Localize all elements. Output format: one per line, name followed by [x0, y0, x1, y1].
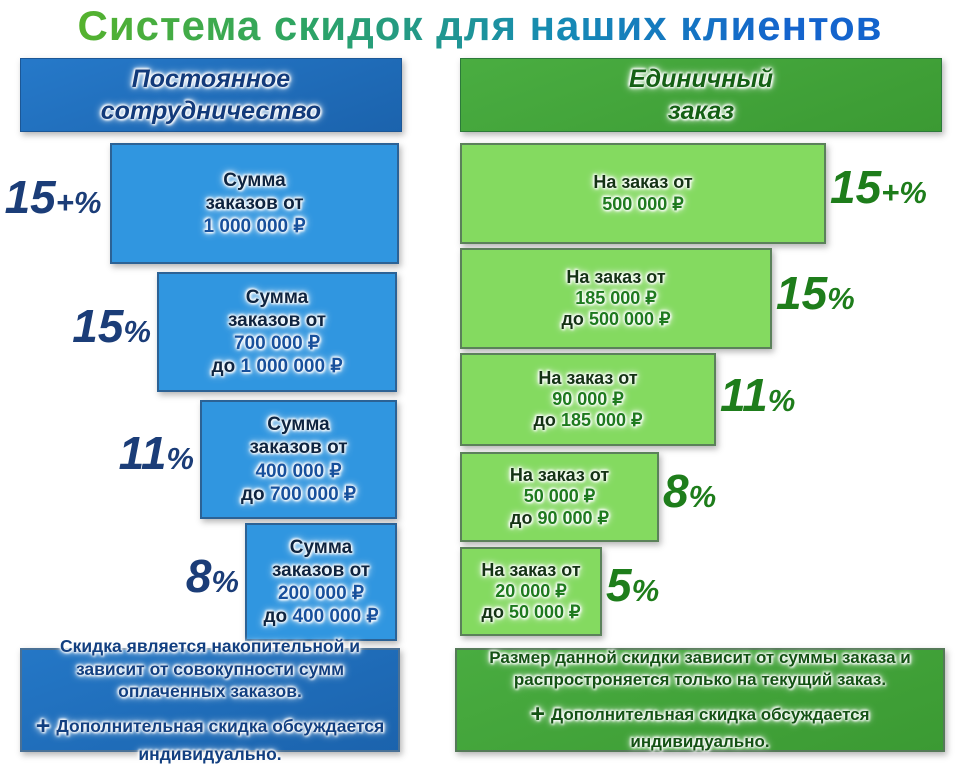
left-footer-text2-row: + Дополнительная скидка обсуждается индив…: [30, 710, 390, 765]
tier-amount-to: 50 000 ₽: [508, 602, 581, 623]
tier-amount-from: 700 000 ₽: [233, 333, 321, 354]
tier-amount-from: 185 000 ₽: [575, 287, 657, 308]
right-tier5-box: На заказ от 20 000 ₽ до 50 000 ₽: [460, 547, 602, 636]
right-tier4-percent: 8%: [663, 468, 716, 514]
tier-title-line2: заказов от: [249, 437, 348, 459]
left-tier2-box: Сумма заказов от 700 000 ₽ до 1 000 000 ₽: [157, 272, 397, 392]
right-tier3-box: На заказ от 90 000 ₽ до 185 000 ₽: [460, 353, 716, 446]
to-word: до: [481, 602, 504, 623]
percent-value: 8: [185, 550, 212, 602]
right-footer-text2-row: + Дополнительная скидка обсуждается индив…: [465, 698, 935, 753]
tier-amount-to: 185 000 ₽: [560, 410, 643, 431]
tier-amount-to: 1 000 000 ₽: [240, 356, 343, 378]
tier-amount-to: 400 000 ₽: [292, 606, 379, 628]
right-footer-note: Размер данной скидки зависит от суммы за…: [455, 648, 945, 752]
right-header-line1: Единичный: [628, 65, 774, 93]
to-word: до: [211, 356, 236, 378]
right-tier2-box: На заказ от 185 000 ₽ до 500 000 ₽: [460, 248, 772, 349]
percent-value: 11: [720, 369, 768, 421]
left-tier3-percent: 11%: [0, 430, 194, 476]
page-title: Система скидок для наших клиентов: [0, 2, 960, 50]
percent-suffix: %: [211, 564, 239, 599]
right-tier1-box: На заказ от 500 000 ₽: [460, 143, 826, 244]
left-header-line1: Постоянное: [131, 65, 291, 93]
left-tier4-box: Сумма заказов от 200 000 ₽ до 400 000 ₽: [245, 523, 397, 641]
tier-title-line1: Сумма: [289, 536, 353, 558]
to-word: до: [240, 483, 265, 505]
left-column-header: Постоянное сотрудничество: [20, 58, 402, 132]
percent-suffix: %: [123, 314, 151, 349]
percent-suffix: %: [767, 383, 796, 418]
tier-title: На заказ от: [566, 266, 666, 287]
right-tier1-percent: 15+%: [830, 164, 927, 210]
right-column-header: Единичный заказ: [460, 58, 942, 132]
percent-value: 15: [4, 171, 56, 223]
tier-title-line1: Сумма: [245, 286, 309, 308]
tier-title: На заказ от: [509, 465, 610, 486]
to-word: до: [561, 309, 584, 330]
tier-amount-to: 500 000 ₽: [588, 309, 671, 330]
right-footer-text2: Дополнительная скидка обсуждается индиви…: [551, 705, 870, 751]
tier-amount-from: 200 000 ₽: [277, 583, 365, 604]
left-tier3-box: Сумма заказов от 400 000 ₽ до 700 000 ₽: [200, 400, 397, 519]
to-word: до: [533, 410, 556, 431]
left-tier1-percent: 15+%: [0, 174, 106, 220]
left-footer-text2: Дополнительная скидка обсуждается индиви…: [56, 716, 385, 764]
percent-value: 15: [830, 161, 882, 213]
tier-title: На заказ от: [481, 559, 581, 580]
percent-suffix: %: [631, 573, 660, 608]
plus-icon: +: [530, 700, 546, 729]
to-word: до: [263, 606, 288, 628]
right-footer-text1: Размер данной скидки зависит от суммы за…: [489, 648, 911, 690]
tier-title-line1: Сумма: [267, 414, 330, 436]
tier-amount-to-line: до 1 000 000 ₽: [212, 355, 343, 378]
to-word: до: [510, 507, 533, 528]
tier-amount-to-line: до 90 000 ₽: [510, 508, 609, 529]
tier-amount-from: 500 000 ₽: [602, 193, 684, 214]
tier-amount-to-line: до 400 000 ₽: [263, 605, 378, 628]
left-footer-text1: Скидка является накопительной и зависит …: [60, 635, 360, 702]
tier-title: На заказ от: [538, 367, 638, 388]
tier-amount-to-line: до 700 000 ₽: [241, 483, 356, 506]
percent-suffix: +%: [55, 185, 102, 220]
percent-suffix: %: [688, 479, 717, 514]
percent-suffix: %: [166, 441, 194, 476]
left-tier1-box: Сумма заказов от 1 000 000 ₽: [110, 143, 399, 264]
tier-amount-from: 1 000 000 ₽: [203, 216, 306, 238]
percent-value: 15: [776, 267, 828, 319]
percent-value: 8: [663, 465, 689, 517]
percent-value: 5: [606, 559, 632, 611]
right-header-line2: заказ: [667, 97, 735, 125]
percent-suffix: %: [827, 281, 855, 316]
percent-value: 15: [72, 300, 124, 352]
percent-suffix: +%: [881, 175, 927, 210]
tier-amount-to-line: до 50 000 ₽: [482, 602, 581, 623]
tier-amount-to-line: до 500 000 ₽: [562, 309, 671, 330]
tier-title-line1: Сумма: [223, 169, 286, 191]
tier-title-line2: заказов от: [205, 192, 304, 214]
tier-title: На заказ от: [593, 172, 693, 193]
right-tier3-percent: 11%: [720, 372, 795, 418]
tier-amount-from: 400 000 ₽: [255, 460, 342, 482]
left-tier2-percent: 15%: [0, 303, 151, 349]
left-header-line2: сотрудничество: [100, 97, 322, 125]
tier-amount-from: 20 000 ₽: [495, 580, 567, 601]
tier-amount-from: 90 000 ₽: [552, 388, 624, 409]
right-tier2-percent: 15%: [776, 270, 855, 316]
tier-amount-to-line: до 185 000 ₽: [534, 410, 643, 431]
left-footer-note: Скидка является накопительной и зависит …: [20, 636, 400, 764]
plus-icon: +: [35, 712, 51, 740]
tier-amount-to: 700 000 ₽: [269, 483, 357, 505]
tier-title-line2: заказов от: [227, 309, 327, 331]
left-tier4-percent: 8%: [0, 553, 239, 599]
tier-amount-from: 50 000 ₽: [523, 486, 596, 507]
tier-title-line2: заказов от: [271, 559, 371, 581]
tier-amount-to: 90 000 ₽: [537, 507, 609, 528]
percent-value: 11: [118, 427, 167, 479]
right-tier5-percent: 5%: [606, 562, 659, 608]
right-tier4-box: На заказ от 50 000 ₽ до 90 000 ₽: [460, 452, 659, 542]
